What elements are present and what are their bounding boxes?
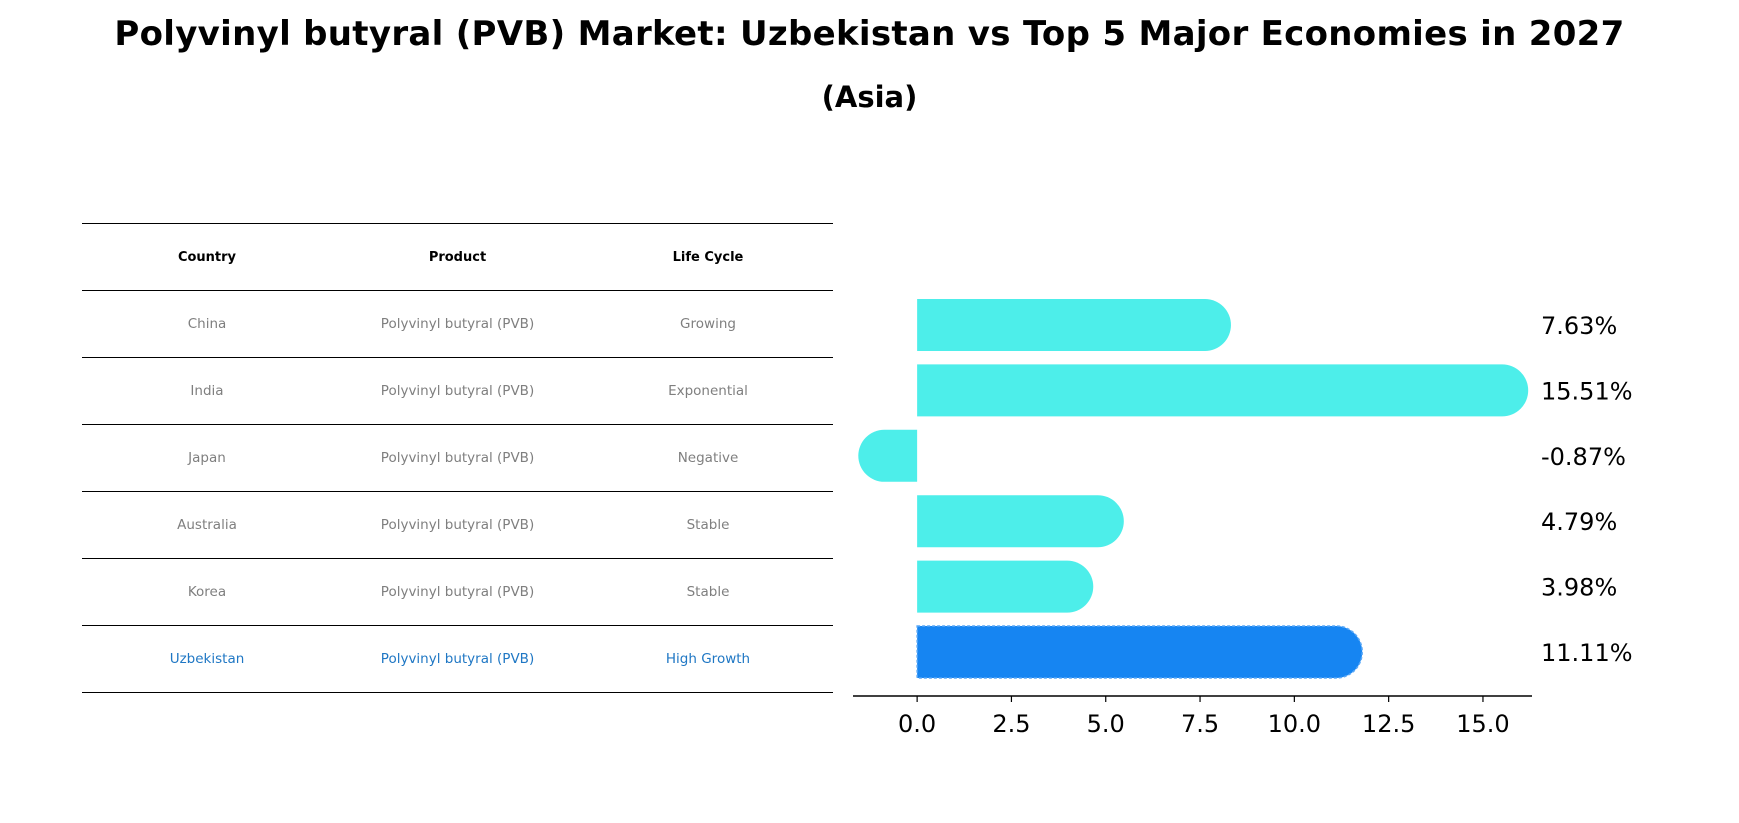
product-cell: Polyvinyl butyral (PVB): [380, 450, 535, 466]
life-cycle-cell: Negative: [677, 450, 739, 466]
country-cell: Australia: [177, 517, 237, 533]
country-cell: Uzbekistan: [169, 651, 245, 667]
chart-title: Polyvinyl butyral (PVB) Market: Uzbekist…: [114, 14, 1625, 54]
product-cell: Polyvinyl butyral (PVB): [380, 383, 535, 399]
table-row-highlighted: Uzbekistan Polyvinyl butyral (PVB) High …: [82, 625, 833, 693]
value-label-uzbekistan: 11.11%: [1541, 639, 1633, 667]
bar-uzbekistan: [916, 625, 1363, 679]
product-cell: Polyvinyl butyral (PVB): [380, 584, 535, 600]
life-cycle-cell: Stable: [686, 584, 730, 600]
table-row: Australia Polyvinyl butyral (PVB) Stable: [82, 491, 833, 558]
table-row: Japan Polyvinyl butyral (PVB) Negative: [82, 424, 833, 491]
x-ticks-group: 0.0 2.5 5.0 7.5 10.0 12.5 15.0: [898, 696, 1510, 738]
table-row: India Polyvinyl butyral (PVB) Exponentia…: [82, 357, 833, 424]
bar-china: [917, 299, 1231, 351]
product-cell: Polyvinyl butyral (PVB): [380, 316, 535, 332]
lifecycle-table: Country Product Life Cycle China Polyvin…: [82, 223, 833, 693]
life-cycle-cell: High Growth: [665, 651, 751, 667]
table-row: China Polyvinyl butyral (PVB) Growing: [82, 290, 833, 357]
x-tick-label: 0.0: [898, 710, 936, 738]
life-cycle-cell: Growing: [680, 316, 736, 332]
country-cell: Korea: [187, 584, 227, 600]
value-label-korea: 3.98%: [1541, 574, 1617, 602]
x-tick-label: 5.0: [1087, 710, 1125, 738]
value-label-india: 15.51%: [1541, 377, 1633, 405]
product-cell: Polyvinyl butyral (PVB): [380, 651, 535, 667]
x-tick-label: 15.0: [1456, 710, 1509, 738]
chart-subtitle: (Asia): [821, 80, 918, 114]
country-cell: Japan: [188, 450, 226, 466]
bar-australia: [917, 495, 1124, 548]
country-cell: India: [190, 383, 224, 399]
bars-group: [858, 299, 1529, 679]
bar-japan: [858, 429, 918, 482]
value-label-australia: 4.79%: [1541, 508, 1617, 536]
header-life-cycle: Life Cycle: [672, 249, 744, 265]
x-tick-label: 10.0: [1268, 710, 1321, 738]
table-row: Korea Polyvinyl butyral (PVB) Stable: [82, 558, 833, 625]
header-country: Country: [177, 249, 237, 265]
header-product: Product: [428, 249, 487, 265]
x-tick-label: 2.5: [992, 710, 1030, 738]
bar-korea: [917, 560, 1094, 613]
value-label-japan: -0.87%: [1541, 443, 1626, 471]
life-cycle-cell: Exponential: [668, 383, 748, 399]
x-tick-label: 7.5: [1181, 710, 1219, 738]
product-cell: Polyvinyl butyral (PVB): [380, 517, 535, 533]
value-labels-group: 7.63% 15.51% -0.87% 4.79% 3.98% 11.11%: [1541, 312, 1633, 667]
country-cell: China: [187, 316, 227, 332]
value-label-china: 7.63%: [1541, 312, 1617, 340]
bar-india: [917, 364, 1529, 417]
table-header-row: Country Product Life Cycle: [82, 223, 833, 290]
life-cycle-cell: Stable: [686, 517, 730, 533]
x-tick-label: 12.5: [1362, 710, 1415, 738]
